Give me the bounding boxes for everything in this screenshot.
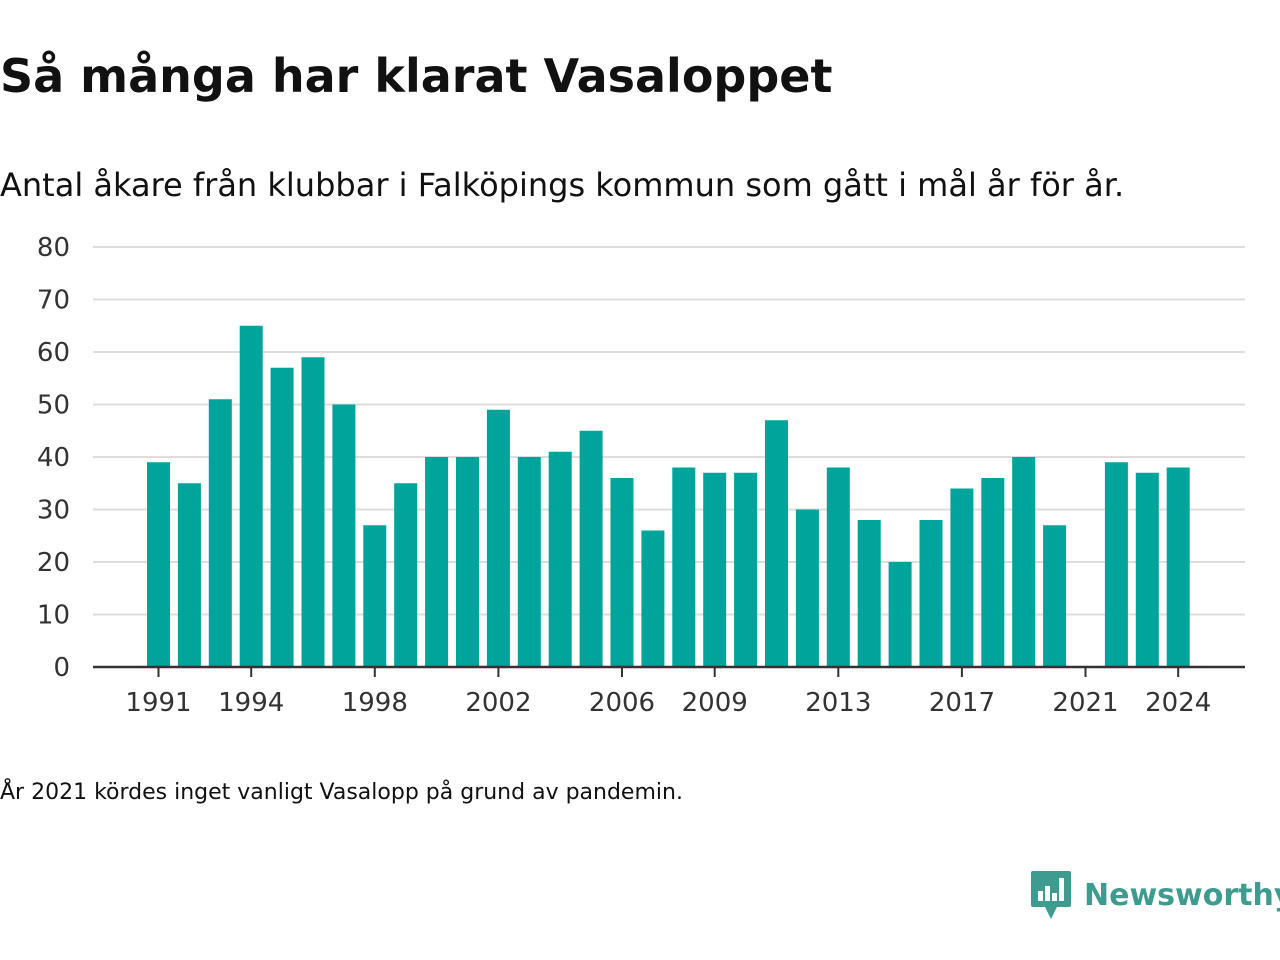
bar-2018: [981, 478, 1005, 667]
y-tick-label: 0: [53, 653, 70, 683]
brand-logo[interactable]: Newsworthy: [1030, 868, 1280, 922]
bar-1996: [301, 357, 325, 667]
bar-1998: [363, 525, 387, 667]
x-tick-label: 2006: [589, 688, 655, 718]
x-tick-label: 1994: [218, 688, 284, 718]
x-tick-label: 2009: [682, 688, 748, 718]
y-axis-ticks: 0 10 20 30 40 50 60 70 80: [37, 233, 70, 683]
y-tick-label: 80: [37, 233, 70, 263]
bar-1994: [239, 325, 263, 667]
bars: [147, 325, 1190, 667]
bar-2005: [579, 430, 603, 667]
brand-name: Newsworthy: [1084, 877, 1280, 913]
bar-2002: [486, 409, 510, 667]
bar-2009: [703, 472, 727, 667]
bar-2001: [456, 457, 479, 667]
bar-2000: [425, 457, 449, 667]
bar-1995: [270, 367, 294, 667]
bar-2023: [1135, 472, 1159, 667]
x-tick-label: 2013: [805, 688, 871, 718]
x-tick-label: 1991: [125, 688, 191, 718]
bar-2016: [919, 520, 943, 667]
bar-1992: [177, 483, 201, 667]
y-tick-label: 70: [37, 286, 70, 316]
bar-2006: [610, 478, 634, 667]
chart-subtitle: Antal åkare från klubbar i Falköpings ko…: [0, 166, 1125, 204]
x-tick-label: 2024: [1145, 688, 1211, 718]
bar-2024: [1166, 467, 1190, 667]
bar-1997: [332, 404, 356, 667]
x-tick-label: 2017: [929, 688, 995, 718]
bar-2012: [795, 509, 819, 667]
x-tick-label: 2021: [1052, 688, 1118, 718]
y-tick-label: 50: [37, 391, 70, 421]
bar-2020: [1043, 525, 1067, 667]
y-tick-label: 40: [37, 443, 70, 473]
bar-1993: [208, 399, 232, 667]
bar-chart: 0 10 20 30 40 50 60 70 80 1991 1994 1998 2002 2006 20…: [37, 233, 1245, 718]
y-tick-label: 20: [37, 548, 70, 578]
gridlines: [93, 246, 1245, 616]
bar-2014: [857, 520, 881, 667]
y-tick-label: 30: [37, 496, 70, 526]
chart-title: Så många har klarat Vasaloppet: [0, 49, 833, 103]
bar-2017: [950, 488, 974, 667]
x-axis-ticks: 1991 1994 1998 2002 2006 2009 2013 2017 2021 2024: [125, 667, 1211, 718]
bar-2019: [1012, 457, 1036, 667]
x-tick-label: 1998: [342, 688, 408, 718]
bar-2007: [641, 530, 665, 667]
bar-2008: [672, 467, 696, 667]
y-tick-label: 60: [37, 338, 70, 368]
bar-2003: [517, 457, 541, 667]
bar-2004: [548, 451, 572, 667]
bar-2013: [826, 467, 850, 667]
bar-1999: [394, 483, 418, 667]
x-tick-label: 2002: [465, 688, 531, 718]
footnote: År 2021 kördes inget vanligt Vasalopp på…: [0, 780, 683, 805]
bar-1991: [147, 462, 170, 667]
bar-2010: [734, 472, 758, 667]
newsworthy-logo-icon: [1031, 871, 1071, 919]
bar-2015: [888, 562, 912, 667]
y-tick-label: 10: [37, 601, 70, 631]
bar-2022: [1104, 462, 1128, 667]
bar-2011: [765, 420, 788, 667]
